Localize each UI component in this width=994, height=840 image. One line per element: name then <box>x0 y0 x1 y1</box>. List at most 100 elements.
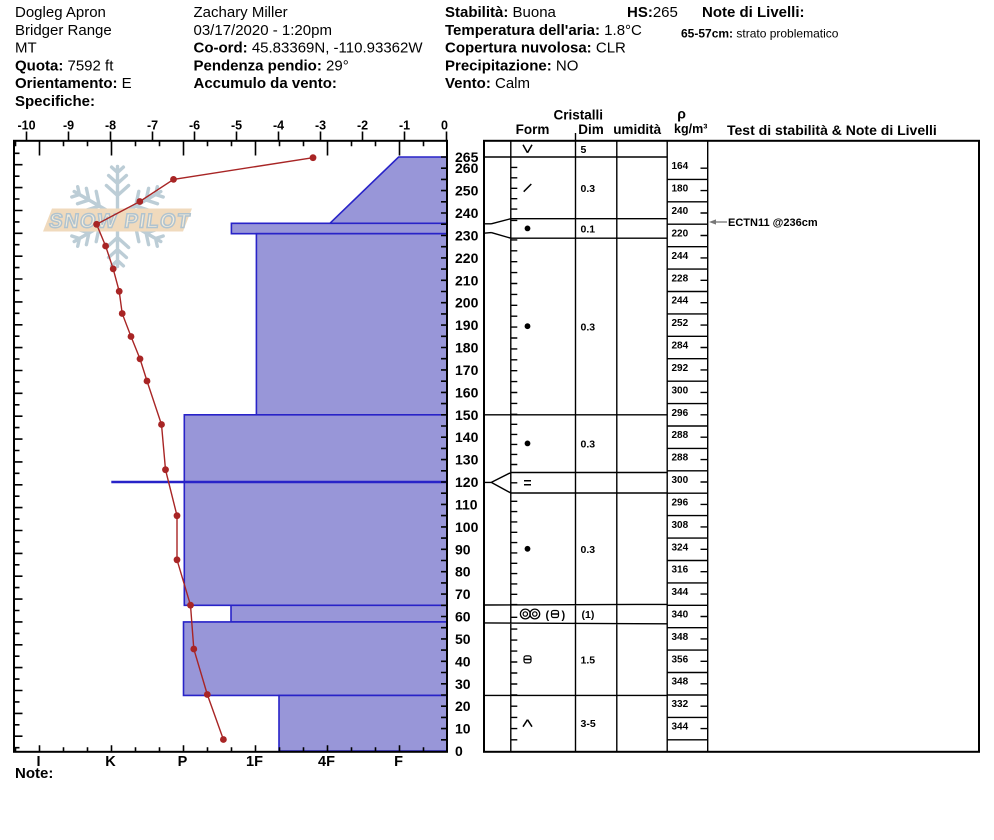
svg-text:50: 50 <box>455 631 471 647</box>
svg-text:340: 340 <box>672 610 689 621</box>
svg-text:60: 60 <box>455 609 471 625</box>
svg-text:265: 265 <box>455 149 479 165</box>
svg-text:0.3: 0.3 <box>581 183 596 195</box>
svg-text:Copertura nuvolosa: CLR: Copertura nuvolosa: CLR <box>445 40 626 57</box>
svg-text:0: 0 <box>455 743 463 759</box>
svg-text:HS:265: HS:265 <box>627 4 678 21</box>
svg-text:30: 30 <box>455 676 471 692</box>
svg-text:80: 80 <box>455 564 471 580</box>
svg-text:160: 160 <box>455 384 479 400</box>
svg-text:170: 170 <box>455 362 479 378</box>
svg-text:Dogleg Apron: Dogleg Apron <box>15 4 106 21</box>
svg-text:ECTN11 @236cm: ECTN11 @236cm <box>728 217 818 229</box>
svg-text:-7: -7 <box>147 119 158 133</box>
svg-text:90: 90 <box>455 541 471 557</box>
svg-text:180: 180 <box>455 340 479 356</box>
svg-text:252: 252 <box>672 318 689 329</box>
svg-text:70: 70 <box>455 586 471 602</box>
svg-text:Note di Livelli:: Note di Livelli: <box>702 4 805 21</box>
svg-text:40: 40 <box>455 653 471 669</box>
svg-text:220: 220 <box>672 228 689 239</box>
svg-text:0.1: 0.1 <box>581 223 596 235</box>
svg-text:Note:: Note: <box>15 765 53 782</box>
svg-text:umidità: umidità <box>613 122 661 137</box>
svg-text:0.3: 0.3 <box>581 438 596 450</box>
svg-text:Quota: 7592 ft: Quota: 7592 ft <box>15 57 114 74</box>
svg-text:100: 100 <box>455 519 479 535</box>
svg-text:344: 344 <box>672 722 689 733</box>
svg-text:ρ: ρ <box>677 106 686 122</box>
svg-text:180: 180 <box>672 184 689 195</box>
svg-text:Co-ord: 45.83369N, -110.93362W: Co-ord: 45.83369N, -110.93362W <box>194 40 424 57</box>
svg-text:250: 250 <box>455 183 479 199</box>
svg-text:-4: -4 <box>273 119 284 133</box>
svg-text:Orientamento: E: Orientamento: E <box>15 75 132 92</box>
svg-text:-8: -8 <box>105 119 116 133</box>
svg-text:110: 110 <box>455 496 478 512</box>
svg-text:I: I <box>36 754 40 770</box>
svg-text:Precipitazione: NO: Precipitazione: NO <box>445 57 578 74</box>
svg-text:284: 284 <box>672 341 689 352</box>
svg-text:164: 164 <box>672 161 689 172</box>
svg-text:Accumulo da vento:: Accumulo da vento: <box>194 75 337 92</box>
svg-text:-5: -5 <box>231 119 242 133</box>
svg-text:260: 260 <box>455 160 479 176</box>
svg-text:Specifiche:: Specifiche: <box>15 93 95 110</box>
svg-text:300: 300 <box>672 475 689 486</box>
svg-text:356: 356 <box>672 654 689 665</box>
svg-text:150: 150 <box>455 407 479 423</box>
svg-text:65-57cm: strato problematico: 65-57cm: strato problematico <box>681 27 839 41</box>
svg-text:200: 200 <box>455 295 479 311</box>
svg-text:0.3: 0.3 <box>581 544 596 556</box>
svg-text:288: 288 <box>672 453 689 464</box>
svg-text:0: 0 <box>441 119 448 133</box>
svg-text:348: 348 <box>672 677 689 688</box>
svg-text:-2: -2 <box>357 119 368 133</box>
svg-text:10: 10 <box>455 721 471 737</box>
svg-text:210: 210 <box>455 272 479 288</box>
svg-text:03/17/2020 - 1:20pm: 03/17/2020 - 1:20pm <box>194 22 332 39</box>
svg-text:Pendenza pendio: 29°: Pendenza pendio: 29° <box>194 57 349 74</box>
svg-text:-9: -9 <box>63 119 74 133</box>
svg-text:228: 228 <box>672 273 689 284</box>
svg-text:Zachary Miller: Zachary Miller <box>194 4 288 21</box>
svg-text:308: 308 <box>672 520 689 531</box>
svg-text:MT: MT <box>15 40 37 57</box>
svg-text:F: F <box>394 754 403 770</box>
svg-text:332: 332 <box>672 699 689 710</box>
svg-text:kg/m³: kg/m³ <box>674 122 707 136</box>
svg-text:20: 20 <box>455 698 471 714</box>
svg-text:(: ( <box>546 610 550 622</box>
svg-text:1.5: 1.5 <box>581 654 596 666</box>
svg-text:Temperatura dell'aria: 1.8°C: Temperatura dell'aria: 1.8°C <box>445 22 642 39</box>
svg-text:316: 316 <box>672 565 689 576</box>
svg-text:130: 130 <box>455 452 479 468</box>
svg-text:344: 344 <box>672 587 689 598</box>
svg-text:K: K <box>105 754 116 770</box>
svg-text:296: 296 <box>672 408 689 419</box>
svg-text:0.3: 0.3 <box>581 321 596 333</box>
svg-text:296: 296 <box>672 497 689 508</box>
svg-text:240: 240 <box>455 205 479 221</box>
svg-text:SNOW PILOT: SNOW PILOT <box>48 211 193 233</box>
svg-text:244: 244 <box>672 296 689 307</box>
svg-text:348: 348 <box>672 632 689 643</box>
svg-text:Bridger Range: Bridger Range <box>15 22 112 39</box>
svg-text:190: 190 <box>455 317 479 333</box>
svg-text:-3: -3 <box>315 119 326 133</box>
svg-text:Dim: Dim <box>578 122 604 137</box>
svg-text:140: 140 <box>455 429 479 445</box>
svg-text:4F: 4F <box>318 754 335 770</box>
svg-text:P: P <box>178 754 188 770</box>
svg-text:324: 324 <box>672 542 689 553</box>
svg-text:-1: -1 <box>399 119 410 133</box>
svg-text:240: 240 <box>672 206 689 217</box>
svg-text:230: 230 <box>455 227 479 243</box>
svg-text:288: 288 <box>672 430 689 441</box>
svg-text:3-5: 3-5 <box>581 718 596 730</box>
svg-text:-6: -6 <box>189 119 200 133</box>
svg-text:220: 220 <box>455 250 479 266</box>
svg-text:120: 120 <box>455 474 479 490</box>
svg-text:-10: -10 <box>17 119 35 133</box>
svg-text:292: 292 <box>672 363 689 374</box>
